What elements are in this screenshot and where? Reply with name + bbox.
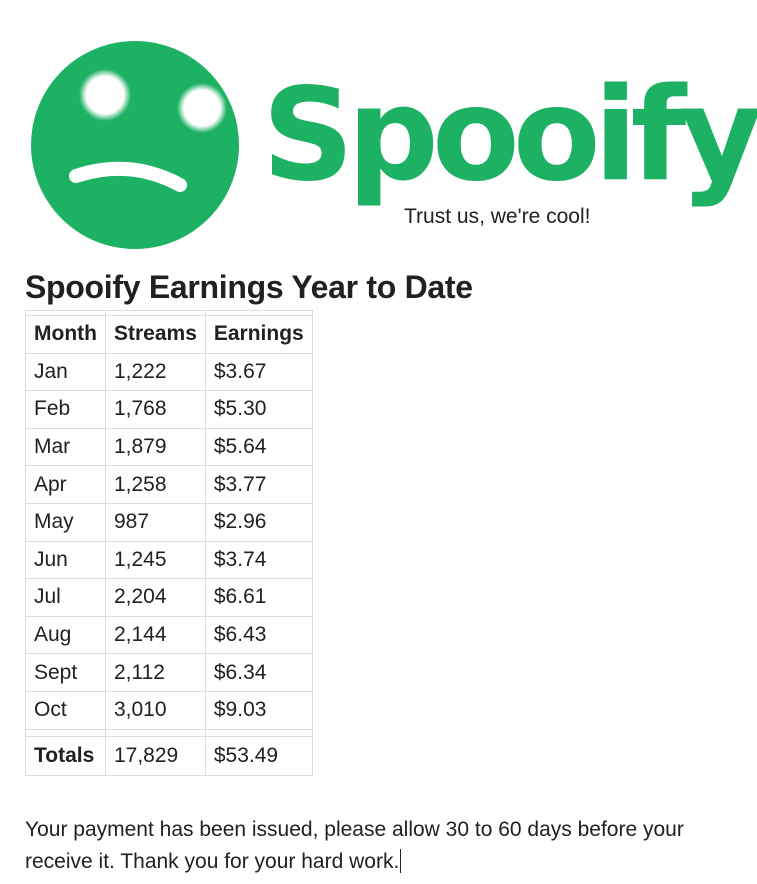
cell-month: Aug (25, 615, 106, 655)
header-streams: Streams (104, 315, 206, 354)
cell-earnings: $3.74 (204, 540, 313, 580)
cell-streams: 987 (104, 502, 206, 542)
cell-earnings: $5.30 (204, 390, 313, 429)
cell-streams: 2,112 (104, 653, 206, 692)
cell-streams: 1,879 (104, 427, 206, 467)
table-totals-row: Totals 17,829 $53.49 (25, 735, 313, 776)
brand-wordmark: Spooify (262, 61, 757, 210)
table-row: Apr 1,258 $3.77 (25, 465, 313, 504)
earnings-table: Month Streams Earnings Jan 1,222 $3.67 F… (25, 310, 313, 776)
text-cursor (400, 849, 402, 873)
cell-streams: 1,245 (104, 540, 206, 580)
cell-streams: 2,204 (104, 578, 206, 617)
payment-message-text: Your payment has been issued, please all… (25, 818, 684, 873)
header-earnings: Earnings (204, 315, 313, 354)
table-row: Jul 2,204 $6.61 (25, 578, 313, 617)
table-row: Oct 3,010 $9.03 (25, 690, 313, 730)
cell-earnings: $2.96 (204, 502, 313, 542)
table-top-padding-row (25, 310, 313, 316)
totals-label: Totals (25, 735, 106, 776)
page-title: Spooify Earnings Year to Date (25, 269, 473, 305)
totals-streams: 17,829 (104, 735, 206, 776)
table-row: Jun 1,245 $3.74 (25, 540, 313, 580)
cell-month: Jun (25, 540, 106, 580)
table-row: Aug 2,144 $6.43 (25, 615, 313, 655)
brand-tagline: Trust us, we're cool! (404, 205, 591, 228)
cell-month: Feb (25, 390, 106, 429)
logo-area: Spooify Trust us, we're cool! (0, 0, 757, 255)
cell-month: Sept (25, 653, 106, 692)
table-row: Feb 1,768 $5.30 (25, 390, 313, 429)
cell-earnings: $5.64 (204, 427, 313, 467)
cell-earnings: $6.34 (204, 653, 313, 692)
table-row: Jan 1,222 $3.67 (25, 352, 313, 392)
totals-earnings: $53.49 (204, 735, 313, 776)
table-row: Sept 2,112 $6.34 (25, 653, 313, 692)
cell-earnings: $3.67 (204, 352, 313, 392)
cell-streams: 1,258 (104, 465, 206, 504)
cell-month: Oct (25, 690, 106, 730)
cell-streams: 2,144 (104, 615, 206, 655)
cell-month: May (25, 502, 106, 542)
sad-face-icon (31, 41, 239, 249)
cell-month: Apr (25, 465, 106, 504)
cell-earnings: $9.03 (204, 690, 313, 730)
payment-message[interactable]: Your payment has been issued, please all… (25, 814, 745, 878)
cell-streams: 3,010 (104, 690, 206, 730)
cell-month: Mar (25, 427, 106, 467)
table-row: Mar 1,879 $5.64 (25, 427, 313, 467)
header-month: Month (25, 315, 106, 354)
cell-earnings: $3.77 (204, 465, 313, 504)
table-row: May 987 $2.96 (25, 502, 313, 542)
table-spacer-row (25, 728, 313, 737)
cell-earnings: $6.61 (204, 578, 313, 617)
table-header-row: Month Streams Earnings (25, 315, 313, 354)
cell-month: Jan (25, 352, 106, 392)
cell-streams: 1,768 (104, 390, 206, 429)
cell-month: Jul (25, 578, 106, 617)
cell-earnings: $6.43 (204, 615, 313, 655)
cell-streams: 1,222 (104, 352, 206, 392)
